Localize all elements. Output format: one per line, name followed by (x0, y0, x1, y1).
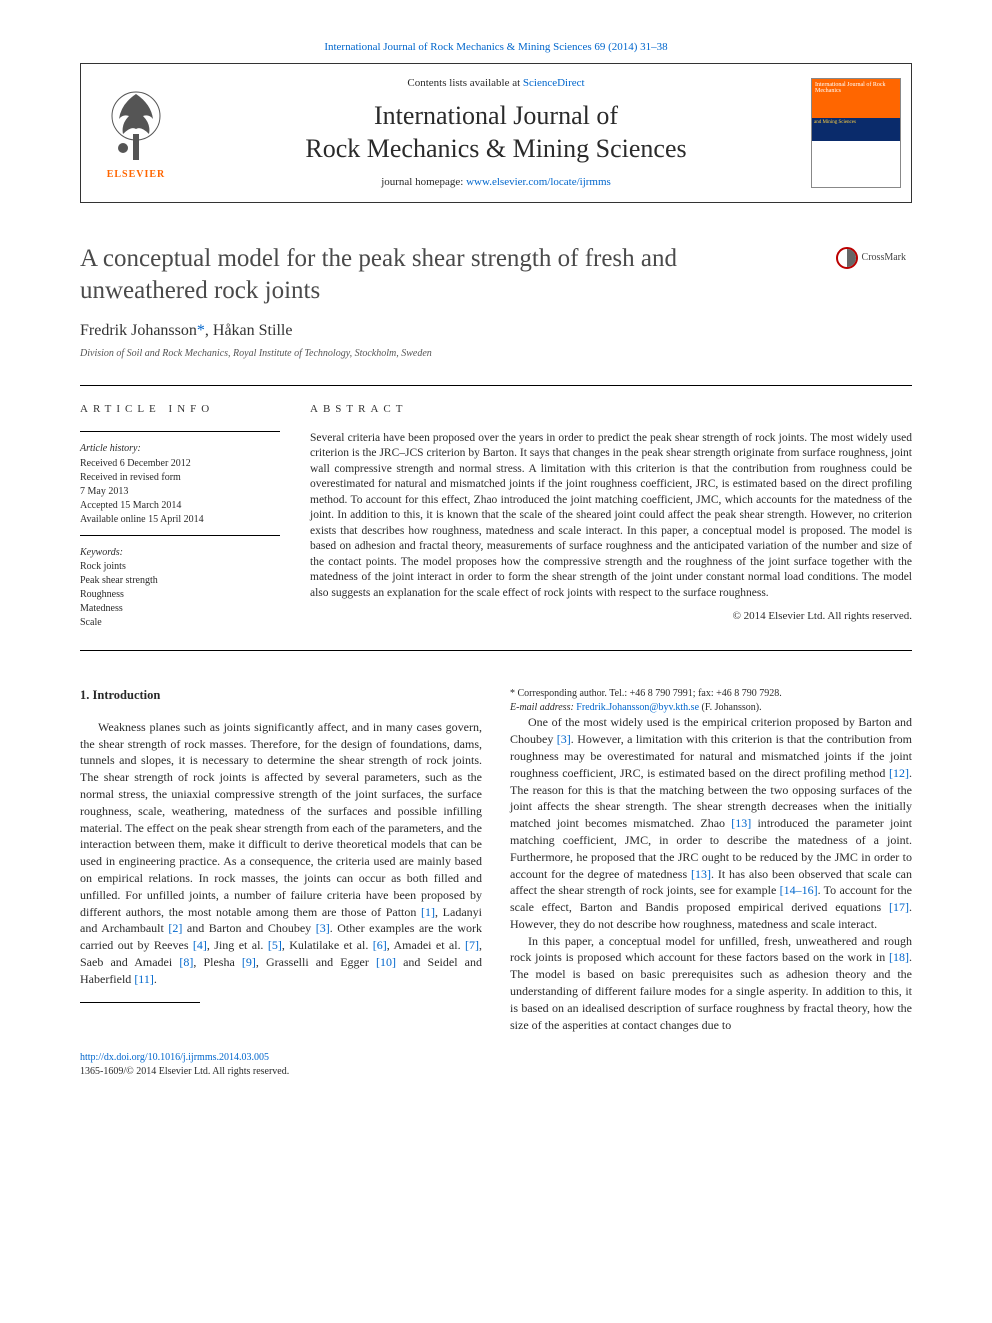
ref-10[interactable]: [10] (376, 955, 396, 969)
p1-j: , Grasselli and Egger (256, 955, 376, 969)
ref-1[interactable]: [1] (421, 905, 435, 919)
ref-6[interactable]: [6] (373, 938, 387, 952)
history-received: Received 6 December 2012 (80, 457, 280, 471)
crossmark-icon (836, 247, 858, 269)
author-1: Fredrik Johansson (80, 322, 197, 339)
ref-8[interactable]: [8] (179, 955, 193, 969)
history-revised-1: Received in revised form (80, 471, 280, 485)
p1-c: and Barton and Choubey (182, 921, 315, 935)
paragraph-3: In this paper, a conceptual model for un… (510, 933, 912, 1034)
email-line: E-mail address: Fredrik.Johansson@byv.kt… (510, 701, 912, 715)
ref-9[interactable]: [9] (242, 955, 256, 969)
keyword-4: Matedness (80, 602, 280, 616)
cover-bot (812, 141, 900, 186)
ref-3[interactable]: [3] (316, 921, 330, 935)
email-label: E-mail address: (510, 702, 576, 713)
abstract-heading: abstract (310, 402, 912, 417)
history-block: Received 6 December 2012 Received in rev… (80, 457, 280, 527)
corresponding-marker[interactable]: * (197, 322, 205, 339)
body-columns: 1. Introduction Weakness planes such as … (80, 687, 912, 1033)
issn-copyright: 1365-1609/© 2014 Elsevier Ltd. All right… (80, 1065, 912, 1079)
doi-link[interactable]: http://dx.doi.org/10.1016/j.ijrmms.2014.… (80, 1052, 269, 1063)
ref-12[interactable]: [12] (889, 766, 909, 780)
cover-top: International Journal of Rock Mechanics (812, 79, 900, 118)
ref-14-16[interactable]: [14–16] (780, 883, 818, 897)
journal-homepage: journal homepage: www.elsevier.com/locat… (381, 175, 611, 190)
elsevier-tree-icon (101, 84, 171, 164)
history-revised-2: 7 May 2013 (80, 485, 280, 499)
contents-available: Contents lists available at ScienceDirec… (407, 76, 584, 91)
paragraph-2: One of the most widely used is the empir… (510, 714, 912, 932)
ref-3b[interactable]: [3] (557, 732, 571, 746)
crossmark-badge[interactable]: CrossMark (830, 243, 912, 273)
sciencedirect-link[interactable]: ScienceDirect (523, 77, 585, 89)
author-email[interactable]: Fredrik.Johansson@byv.kth.se (576, 702, 699, 713)
keyword-3: Roughness (80, 588, 280, 602)
header-center: Contents lists available at ScienceDirec… (191, 64, 801, 202)
p1-g: , Amadei et al. (387, 938, 465, 952)
ref-4[interactable]: [4] (193, 938, 207, 952)
ref-17[interactable]: [17] (889, 900, 909, 914)
authors-line: Fredrik Johansson*, Håkan Stille (80, 320, 912, 342)
section-1-heading: 1. Introduction (80, 687, 482, 705)
article-info-heading: article info (80, 402, 280, 417)
p1-e: , Jing et al. (207, 938, 268, 952)
p3-a: In this paper, a conceptual model for un… (510, 934, 912, 965)
corresponding-author: * Corresponding author. Tel.: +46 8 790 … (510, 687, 912, 701)
keyword-2: Peak shear strength (80, 574, 280, 588)
author-sep: , (205, 322, 213, 339)
ref-2[interactable]: [2] (168, 921, 182, 935)
ref-5[interactable]: [5] (268, 938, 282, 952)
history-online: Available online 15 April 2014 (80, 513, 280, 527)
keywords-label: Keywords: (80, 535, 280, 560)
citation-link[interactable]: International Journal of Rock Mechanics … (324, 41, 667, 53)
abstract-column: abstract Several criteria have been prop… (310, 402, 912, 630)
footnote-separator (80, 1002, 200, 1003)
journal-name: International Journal of Rock Mechanics … (305, 100, 686, 165)
keyword-1: Rock joints (80, 560, 280, 574)
journal-header: ELSEVIER Contents lists available at Sci… (80, 63, 912, 203)
cover-thumbnail-container: International Journal of Rock Mechanics … (801, 64, 911, 202)
cover-thumbnail: International Journal of Rock Mechanics … (811, 78, 901, 188)
ref-7[interactable]: [7] (465, 938, 479, 952)
article-info: article info Article history: Received 6… (80, 402, 280, 630)
ref-13[interactable]: [13] (731, 816, 751, 830)
history-accepted: Accepted 15 March 2014 (80, 499, 280, 513)
elsevier-logo: ELSEVIER (81, 64, 191, 202)
ref-13b[interactable]: [13] (691, 867, 711, 881)
footnote-block: * Corresponding author. Tel.: +46 8 790 … (510, 687, 912, 714)
elsevier-wordmark: ELSEVIER (107, 168, 166, 182)
journal-name-line1: International Journal of (374, 101, 618, 130)
journal-name-line2: Rock Mechanics & Mining Sciences (305, 134, 686, 163)
affiliation: Division of Soil and Rock Mechanics, Roy… (80, 347, 912, 361)
page-footer: http://dx.doi.org/10.1016/j.ijrmms.2014.… (80, 1051, 912, 1079)
ref-11[interactable]: [11] (134, 972, 154, 986)
homepage-pre: journal homepage: (381, 176, 466, 188)
p2-b: . However, a limitation with this criter… (510, 732, 912, 780)
crossmark-label: CrossMark (862, 251, 906, 265)
p1-f: , Kulatilake et al. (282, 938, 373, 952)
author-2: Håkan Stille (213, 322, 293, 339)
info-abstract-block: article info Article history: Received 6… (80, 385, 912, 651)
abstract-text: Several criteria have been proposed over… (310, 431, 912, 602)
cover-mid: and Mining Sciences (812, 118, 900, 142)
ref-18[interactable]: [18] (889, 950, 909, 964)
history-label: Article history: (80, 431, 280, 456)
paragraph-1: Weakness planes such as joints significa… (80, 719, 482, 988)
contents-pre: Contents lists available at (407, 77, 522, 89)
keyword-5: Scale (80, 616, 280, 630)
email-suffix: (F. Johansson). (699, 702, 762, 713)
p1-l: . (154, 972, 157, 986)
article-title: A conceptual model for the peak shear st… (80, 243, 830, 308)
p1-i: , Plesha (193, 955, 242, 969)
abstract-copyright: © 2014 Elsevier Ltd. All rights reserved… (310, 609, 912, 624)
homepage-link[interactable]: www.elsevier.com/locate/ijrmms (466, 176, 611, 188)
p1-a: Weakness planes such as joints significa… (80, 720, 482, 919)
